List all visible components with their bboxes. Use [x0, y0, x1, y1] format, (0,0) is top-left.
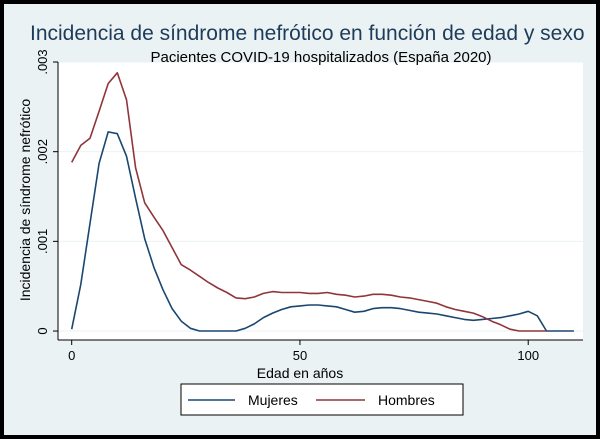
- legend-label-mujeres: Mujeres: [248, 392, 298, 408]
- chart-title: Incidencia de síndrome nefrótico en func…: [30, 22, 585, 45]
- x-axis-label: Edad en años: [257, 365, 343, 381]
- y-axis-label: Incidencia de síndrome nefrótico: [17, 99, 33, 302]
- x-tick-label-0: 0: [68, 348, 75, 363]
- series-layer: [70, 72, 574, 332]
- y-tick-label-2: .002: [35, 139, 50, 164]
- chart-svg: 0 50 100 0 .001 .002 .003 Incidencia de síndr…: [17, 22, 585, 416]
- chart-panel: 0 50 100 0 .001 .002 .003 Incidencia de síndr…: [4, 4, 596, 435]
- series-line-hombres: [70, 72, 547, 332]
- series-line-mujeres: [70, 131, 574, 332]
- x-tick-label-1: 50: [293, 348, 307, 363]
- x-tick-label-2: 100: [517, 348, 539, 363]
- legend-label-hombres: Hombres: [378, 392, 435, 408]
- y-tick-label-3: .003: [35, 49, 50, 74]
- y-tick-label-1: .001: [35, 229, 50, 254]
- y-axis-ticks: 0 .001 .002 .003: [35, 49, 58, 335]
- chart-subtitle: Pacientes COVID-19 hospitalizados (Españ…: [150, 49, 491, 66]
- y-tick-label-0: 0: [35, 327, 50, 334]
- legend: Mujeres Hombres: [180, 383, 464, 416]
- x-axis-ticks: 0 50 100: [68, 340, 539, 363]
